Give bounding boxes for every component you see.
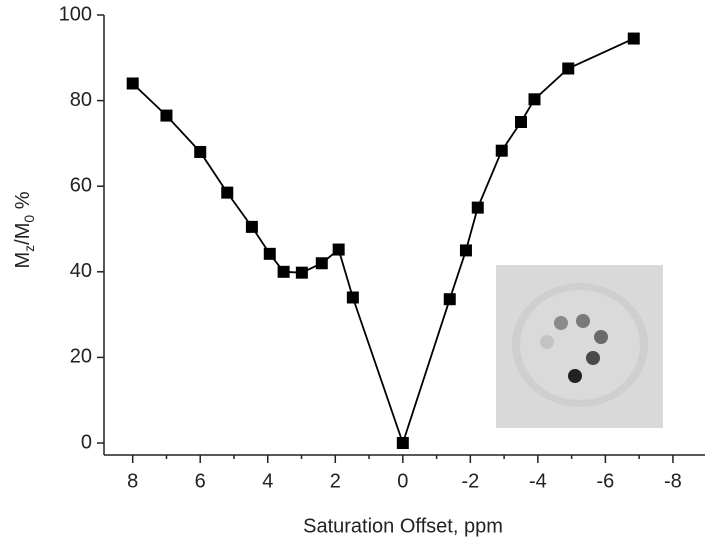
x-tick-label: 2 xyxy=(330,470,341,492)
x-tick-label: -2 xyxy=(461,470,479,492)
data-point xyxy=(263,247,276,260)
data-point xyxy=(443,293,456,306)
data-point xyxy=(277,265,290,278)
data-point xyxy=(627,32,640,45)
x-tick-label: 0 xyxy=(397,470,408,492)
x-tick-label: -6 xyxy=(596,470,614,492)
data-point xyxy=(396,437,409,450)
x-tick-label: -8 xyxy=(664,470,682,492)
data-point xyxy=(295,266,308,279)
y-tick-label: 80 xyxy=(70,89,92,111)
x-tick-label: 6 xyxy=(195,470,206,492)
y-tick-label: 40 xyxy=(70,260,92,282)
data-point xyxy=(495,144,508,157)
data-point xyxy=(346,291,359,304)
x-tick-label: -4 xyxy=(529,470,547,492)
y-axis-label: Mz/M0 % xyxy=(12,191,36,268)
data-point xyxy=(245,220,258,233)
x-tick-label: 4 xyxy=(262,470,273,492)
data-point xyxy=(194,145,207,158)
x-axis-label: Saturation Offset, ppm xyxy=(303,515,503,537)
y-tick-label: 60 xyxy=(70,174,92,196)
data-point xyxy=(315,257,328,270)
data-point xyxy=(126,77,139,90)
data-point xyxy=(459,244,472,257)
inset-image xyxy=(496,265,663,428)
data-point xyxy=(528,93,541,106)
x-tick-label: 8 xyxy=(127,470,138,492)
y-tick-label: 100 xyxy=(59,3,92,25)
data-point xyxy=(160,109,173,122)
y-tick-label: 0 xyxy=(81,431,92,453)
y-tick-label: 20 xyxy=(70,346,92,368)
data-point xyxy=(562,62,575,75)
data-point xyxy=(471,201,484,214)
data-point xyxy=(221,186,234,199)
data-point xyxy=(332,243,345,256)
data-point xyxy=(514,116,527,129)
